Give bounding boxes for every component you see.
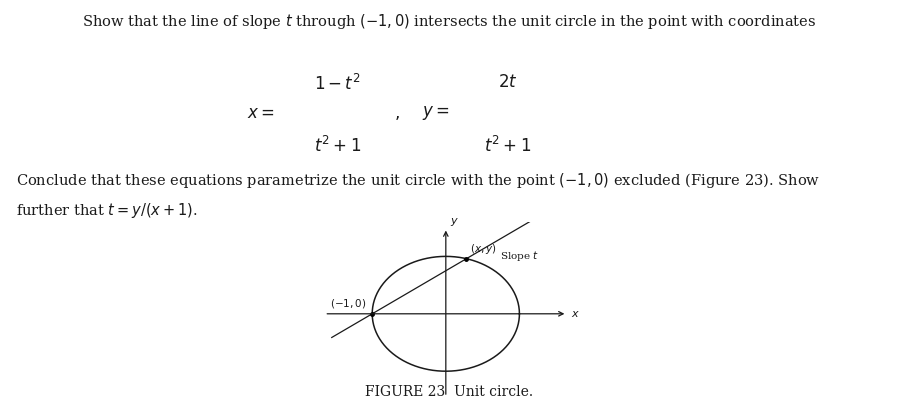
Text: FIGURE 23  Unit circle.: FIGURE 23 Unit circle. (365, 385, 534, 399)
Text: $t^2 + 1$: $t^2 + 1$ (485, 136, 531, 156)
Text: $(-1,0)$: $(-1,0)$ (330, 297, 366, 310)
Text: $y = $: $y = $ (422, 104, 450, 122)
Text: $t^2 + 1$: $t^2 + 1$ (314, 136, 360, 156)
Text: $(x, y)$: $(x, y)$ (470, 242, 497, 256)
Text: further that $t = y/(x + 1)$.: further that $t = y/(x + 1)$. (16, 201, 198, 220)
Text: $x = $: $x = $ (246, 104, 274, 122)
Text: $2t$: $2t$ (498, 74, 518, 91)
Text: $x$: $x$ (571, 309, 580, 319)
Text: $1 - t^2$: $1 - t^2$ (314, 74, 360, 94)
Text: Show that the line of slope $t$ through $(-1, 0)$ intersects the unit circle in : Show that the line of slope $t$ through … (83, 12, 816, 31)
Text: $y$: $y$ (450, 216, 459, 228)
Text: Slope $t$: Slope $t$ (500, 249, 539, 263)
Text: Conclude that these equations parametrize the unit circle with the point $(-1, 0: Conclude that these equations parametriz… (16, 171, 821, 189)
Text: $,$: $,$ (394, 104, 399, 122)
